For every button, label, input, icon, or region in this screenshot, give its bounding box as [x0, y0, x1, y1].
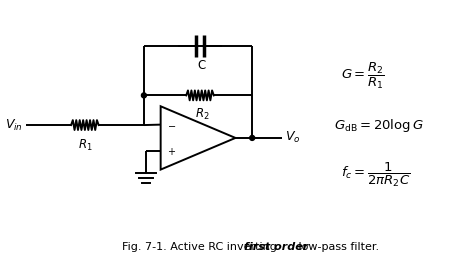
Text: Fig. 7-1. Active RC inverting: Fig. 7-1. Active RC inverting [122, 242, 281, 252]
Text: low-pass filter.: low-pass filter. [295, 242, 380, 252]
Text: $G = \dfrac{R_2}{R_1}$: $G = \dfrac{R_2}{R_1}$ [341, 61, 385, 91]
Circle shape [250, 135, 255, 140]
Text: $V_{in}$: $V_{in}$ [5, 118, 23, 133]
Text: $+$: $+$ [166, 146, 175, 157]
Text: first order: first order [244, 242, 309, 252]
Text: C: C [198, 59, 206, 72]
Text: $-$: $-$ [166, 120, 176, 130]
Text: $V_o$: $V_o$ [285, 130, 300, 145]
Text: $G_{\mathrm{dB}} = 20 \log G$: $G_{\mathrm{dB}} = 20 \log G$ [334, 117, 424, 134]
Text: $R_2$: $R_2$ [195, 107, 210, 122]
Text: $R_1$: $R_1$ [78, 138, 92, 153]
Text: $f_c = \dfrac{1}{2\pi R_2 C}$: $f_c = \dfrac{1}{2\pi R_2 C}$ [341, 160, 410, 189]
Circle shape [141, 93, 146, 98]
